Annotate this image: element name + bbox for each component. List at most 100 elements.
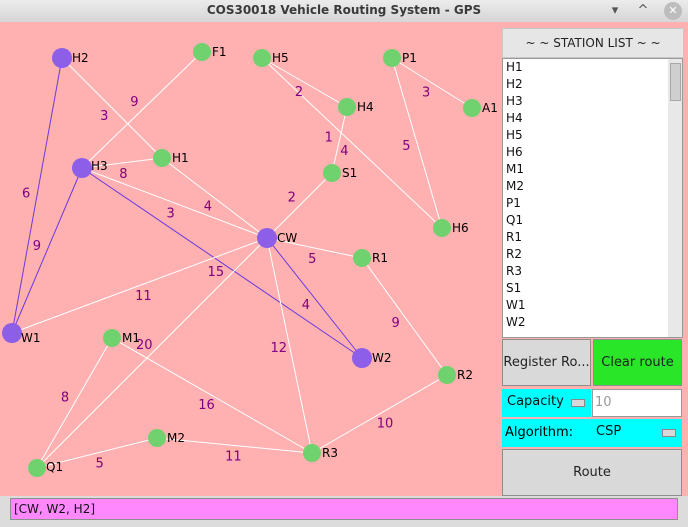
edge-weight-label: 5 xyxy=(96,457,104,472)
station-label: R2 xyxy=(457,368,473,382)
edge-weight-label: 9 xyxy=(391,316,399,331)
station-list-item[interactable]: H2 xyxy=(506,77,523,91)
station-label: H1 xyxy=(172,151,189,165)
register-route-button[interactable]: Register Ro... xyxy=(502,339,591,386)
algorithm-dropdown[interactable]: CSP xyxy=(591,419,682,447)
station-label: R3 xyxy=(322,446,338,460)
edge-H5-H6 xyxy=(261,57,443,229)
station-label: W2 xyxy=(372,351,392,365)
station-label: F1 xyxy=(212,45,227,59)
station-list-item[interactable]: M1 xyxy=(506,162,524,176)
station-list-item[interactable]: S1 xyxy=(506,281,522,295)
edge-W1-CW xyxy=(11,237,268,334)
station-node-q1[interactable] xyxy=(28,459,46,477)
station-list-item[interactable]: R3 xyxy=(506,264,522,278)
edge-R3-R2 xyxy=(311,374,448,454)
station-list-item[interactable]: H4 xyxy=(506,111,523,125)
station-list-item[interactable]: M2 xyxy=(506,179,524,193)
edge-weight-label: 3 xyxy=(100,109,108,124)
station-node-h3[interactable] xyxy=(72,158,92,178)
station-list-item[interactable]: W2 xyxy=(506,315,526,329)
capacity-dropdown[interactable]: Capacity xyxy=(502,389,591,417)
edge-H4-S1 xyxy=(331,106,348,174)
station-node-h4[interactable] xyxy=(338,98,356,116)
maximize-icon[interactable]: ^ xyxy=(637,3,649,18)
station-list-item[interactable]: P1 xyxy=(506,196,521,210)
station-node-r2[interactable] xyxy=(438,366,456,384)
scrollbar-thumb[interactable] xyxy=(670,63,681,101)
route-status-bar: [CW, W2, H2] xyxy=(10,498,678,520)
edge-H2-W1 xyxy=(11,57,63,334)
route-map[interactable]: 2 3 5 4 1 2 3 9 8 3 4 6 9 15 4 5 11 9 12 20 16 8 5 11 10 H2 F1 H5 P1… xyxy=(0,22,499,496)
station-node-m2[interactable] xyxy=(148,429,166,447)
dropdown-arrow-icon xyxy=(662,429,676,437)
clear-route-button[interactable]: Clear route xyxy=(593,339,682,386)
edge-R1-R2 xyxy=(361,257,448,376)
station-node-h1[interactable] xyxy=(153,149,171,167)
station-label: H3 xyxy=(91,159,108,173)
station-list-item[interactable]: Q1 xyxy=(506,213,524,227)
edge-weight-label: 16 xyxy=(198,398,215,413)
edge-P1-A1 xyxy=(391,57,473,109)
station-list[interactable]: H1 H2 H3 H4 H5 H6 M1 M2 P1 Q1 R1 R2 R3 S1 W1 W2 xyxy=(502,58,670,338)
edge-weight-label: 11 xyxy=(135,289,152,304)
edge-P1-H6 xyxy=(391,57,443,229)
station-list-item[interactable]: R2 xyxy=(506,247,522,261)
edge-H3-W1 xyxy=(11,167,83,334)
station-node-h5[interactable] xyxy=(253,49,271,67)
edge-H2-H1 xyxy=(61,57,163,159)
station-node-h6[interactable] xyxy=(433,219,451,237)
station-list-item[interactable]: H5 xyxy=(506,128,523,142)
edge-CW-W2 xyxy=(266,237,363,359)
station-list-item[interactable]: H3 xyxy=(506,94,523,108)
station-node-h2[interactable] xyxy=(52,48,72,68)
station-list-scrollbar[interactable] xyxy=(668,58,683,338)
station-node-r1[interactable] xyxy=(353,249,371,267)
edge-weight-label: 12 xyxy=(270,341,287,356)
station-node-cw[interactable] xyxy=(257,228,277,248)
station-node-s1[interactable] xyxy=(323,164,341,182)
close-icon[interactable]: ✕ xyxy=(664,2,682,20)
station-node-w1[interactable] xyxy=(2,323,22,343)
station-list-item[interactable]: W1 xyxy=(506,298,526,312)
station-node-w2[interactable] xyxy=(352,348,372,368)
edge-weight-label: 10 xyxy=(377,417,394,432)
station-node-m1[interactable] xyxy=(103,329,121,347)
edge-weight-label: 2 xyxy=(288,191,296,206)
route-button[interactable]: Route xyxy=(502,449,682,496)
edge-Q1-M2 xyxy=(36,437,158,469)
edge-weight-label: 6 xyxy=(22,187,30,202)
edge-M1-Q1 xyxy=(36,337,113,469)
minimize-icon[interactable]: ▾ xyxy=(611,3,619,18)
station-label: A1 xyxy=(482,101,498,115)
edge-weight-label: 3 xyxy=(422,85,430,100)
capacity-input[interactable]: 10 xyxy=(592,389,682,417)
edge-weight-label: 5 xyxy=(308,252,316,267)
station-label: H2 xyxy=(72,51,89,65)
station-list-item[interactable]: R1 xyxy=(506,230,522,244)
edge-weight-label: 4 xyxy=(302,298,310,313)
edge-CW-R1 xyxy=(266,237,363,259)
station-node-f1[interactable] xyxy=(193,43,211,61)
station-label: Q1 xyxy=(46,460,63,474)
station-list-item[interactable]: H1 xyxy=(506,60,523,74)
station-label: H6 xyxy=(452,221,469,235)
edge-weight-label: 8 xyxy=(61,391,69,406)
edge-weight-label: 11 xyxy=(225,449,242,464)
station-label: S1 xyxy=(342,166,357,180)
edge-H3-CW xyxy=(81,167,268,239)
edge-weight-label: 5 xyxy=(402,139,410,154)
station-node-a1[interactable] xyxy=(463,99,481,117)
station-list-item[interactable]: H6 xyxy=(506,145,523,159)
station-label: W1 xyxy=(21,331,41,345)
window-title: COS30018 Vehicle Routing System - GPS xyxy=(206,3,482,17)
dropdown-arrow-icon xyxy=(571,399,585,407)
edge-weight-label: 3 xyxy=(166,206,174,221)
edge-weight-label: 1 xyxy=(325,131,333,146)
station-node-r3[interactable] xyxy=(303,444,321,462)
edge-weight-label: 4 xyxy=(340,144,348,159)
station-label: M2 xyxy=(167,431,185,445)
station-node-p1[interactable] xyxy=(383,49,401,67)
edge-weight-label: 4 xyxy=(204,200,212,215)
